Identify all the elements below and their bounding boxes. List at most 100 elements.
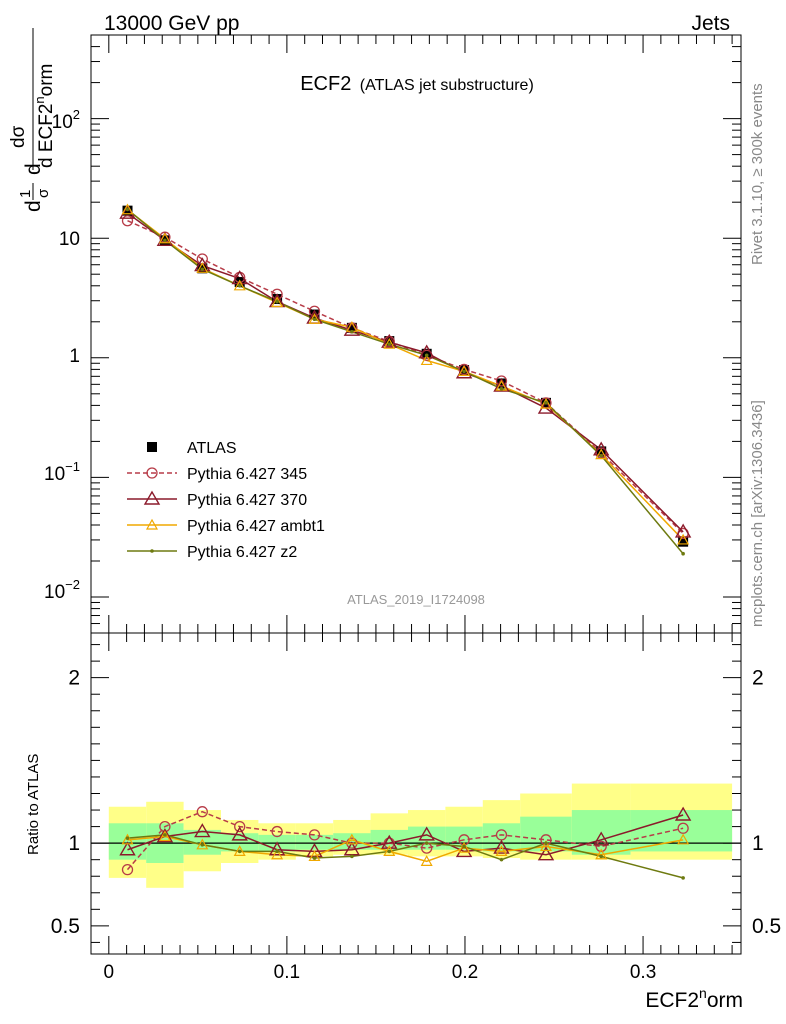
marker-dot [237,283,242,288]
ratio-tick-label: 0.5 [51,915,80,938]
series-line-ratio [127,814,684,856]
ratio-axis-ticks [91,633,741,954]
marker-triangle [592,831,610,846]
x-axis-label: ECF2norm [645,985,743,1012]
x-tick-label: 0 [104,962,115,983]
rivet-label: Rivet 3.1.10, ≥ 300k events [749,83,766,265]
marker-dot [163,238,167,243]
marker-triangle [537,846,555,861]
x-tick-labels: 0 0.1 0.2 0.3 [104,962,657,983]
marker-small-triangle [345,833,358,845]
marker-dot [499,387,504,391]
marker-small-triangle [539,840,553,852]
marker-triangle [156,828,174,843]
marker-small-triangle [383,337,396,349]
band-green [295,834,334,850]
x-tick-label: 0.2 [452,962,478,983]
marker-small-triangle [121,833,134,845]
marker-small-triangle [308,313,321,324]
marker-small-triangle [383,845,396,857]
svg-text:1: 1 [17,190,34,198]
series-line-ratio [127,834,684,879]
marker-dot [387,342,392,346]
marker-circle [271,825,283,838]
tick-label-10: 10 [59,229,80,250]
marker-triangle [537,399,555,414]
marker-circle [121,863,134,876]
ratio-tick-label: 1 [68,832,80,855]
series-line-main [127,220,684,534]
marker-triangle [418,826,435,841]
marker-small-triangle [308,850,321,861]
marker-dot [681,551,685,556]
marker-dot [599,453,604,458]
series-line-main [127,209,684,541]
header-right: Jets [691,12,730,35]
tick-label-1: 1 [69,346,80,367]
marker-circle [677,822,689,834]
marker-small-triangle [420,354,433,366]
marker-circle [495,375,508,387]
marker-circle [595,840,607,853]
band-green [630,810,733,852]
marker-small-triangle [677,533,690,545]
marker-dot [681,876,685,880]
marker-triangle [418,344,435,359]
marker-triangle [674,523,692,538]
ratio-tick-label-right: 0.5 [752,915,781,938]
plot-title: ECF2 (ATLAS jet substructure) [300,73,534,95]
marker-dot [275,299,279,304]
marker-square [346,322,357,333]
marker-triangle [381,834,398,849]
marker-dot [462,369,466,374]
marker-small-triangle [458,841,471,853]
ratio-tick-label-right: 1 [752,832,764,855]
marker-dot [200,842,205,847]
ratio-tick-label: 2 [68,667,80,690]
marker-dot [150,549,154,553]
analysis-tag: ATLAS_2019_I1724098 [347,592,485,607]
legend: ATLAS Pythia 6.427 345 Pythia 6.427 370 Pyt… [127,440,325,561]
legend-label: Pythia 6.427 370 [187,492,307,509]
main-y-tick-labels: 10−2 10−1 1 10 102 [44,107,80,603]
series-markers [119,203,692,880]
marker-small-triangle [271,296,284,308]
main-axis-ticks [91,34,741,634]
legend-label: Pythia 6.427 ambt1 [187,518,325,535]
marker-triangle [493,377,510,392]
marker-square [496,378,507,389]
svg-text:d: d [22,200,45,212]
ratio-tick-label-right: 2 [752,667,764,690]
marker-dot [424,841,429,845]
legend-label: Pythia 6.427 345 [187,466,307,483]
marker-triangle [268,841,286,856]
svg-text:dσ: dσ [8,125,29,148]
marker-small-triangle [158,232,171,244]
marker-small-triangle [121,203,134,215]
band-green [520,816,572,852]
marker-dot [544,841,548,845]
marker-small-triangle [539,397,553,409]
y-axis-label-ratio: Ratio to ATLAS [25,754,42,855]
marker-dot [312,317,317,322]
marker-dot [462,844,466,849]
marker-triangle [194,823,211,838]
marker-dot [599,854,604,859]
marker-circle [121,215,134,227]
svg-text:d ECF2norm: d ECF2norm [32,64,57,168]
marker-circle [595,447,607,459]
marker-square [678,536,689,547]
marker-triangle [674,806,692,821]
marker-triangle [231,270,248,285]
marker-dot [350,854,354,859]
marker-triangle [493,839,510,854]
marker-small-triangle [271,848,284,860]
x-tick-label: 0.3 [630,962,656,983]
legend-label: ATLAS [187,440,237,457]
header-left: 13000 GeV pp [104,12,239,35]
marker-small-triangle [420,855,433,866]
tick-label-1e-1: 10−1 [44,459,80,485]
marker-small-triangle [458,365,471,376]
marker-small-triangle [595,848,608,860]
